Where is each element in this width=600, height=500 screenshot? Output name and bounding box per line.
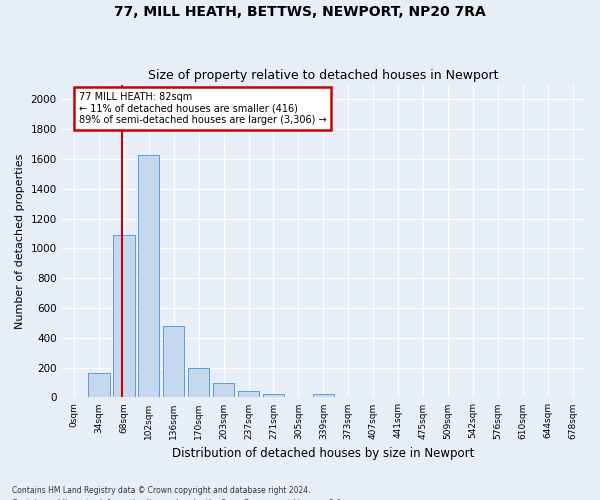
Bar	[238, 391, 259, 398]
Y-axis label: Number of detached properties: Number of detached properties	[15, 154, 25, 328]
Text: Contains public sector information licensed under the Open Government Licence v3: Contains public sector information licen…	[12, 498, 344, 500]
Bar	[188, 368, 209, 398]
X-axis label: Distribution of detached houses by size in Newport: Distribution of detached houses by size …	[172, 447, 475, 460]
Bar	[163, 326, 184, 398]
Text: Contains HM Land Registry data © Crown copyright and database right 2024.: Contains HM Land Registry data © Crown c…	[12, 486, 311, 495]
Bar	[138, 156, 160, 398]
Bar	[288, 396, 309, 398]
Bar	[213, 382, 234, 398]
Bar	[113, 235, 134, 398]
Title: Size of property relative to detached houses in Newport: Size of property relative to detached ho…	[148, 69, 499, 82]
Text: 77, MILL HEATH, BETTWS, NEWPORT, NP20 7RA: 77, MILL HEATH, BETTWS, NEWPORT, NP20 7R…	[114, 5, 486, 19]
Bar	[263, 394, 284, 398]
Text: 77 MILL HEATH: 82sqm
← 11% of detached houses are smaller (416)
89% of semi-deta: 77 MILL HEATH: 82sqm ← 11% of detached h…	[79, 92, 326, 125]
Bar	[88, 373, 110, 398]
Bar	[313, 394, 334, 398]
